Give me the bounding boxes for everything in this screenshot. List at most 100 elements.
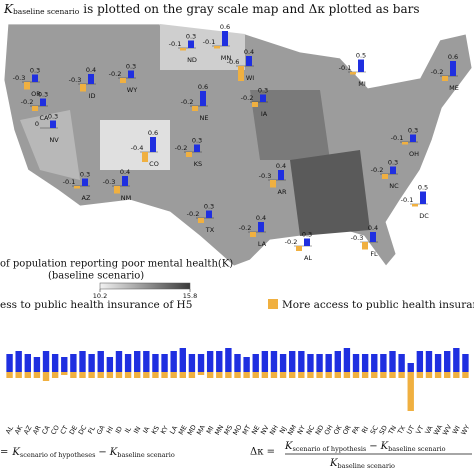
map-bar-label: 0 xyxy=(35,120,39,128)
map-bar xyxy=(114,186,120,194)
bar xyxy=(279,372,287,378)
title-subscript: baseline scenario xyxy=(13,7,80,16)
map-bar xyxy=(246,56,252,66)
bar xyxy=(444,372,451,378)
bar xyxy=(197,372,205,375)
x-tick-label: ME xyxy=(177,424,189,436)
map-bar xyxy=(442,76,448,81)
x-tick-label: NC xyxy=(305,424,317,437)
x-tick-label: MI xyxy=(205,425,216,436)
bar xyxy=(252,354,259,372)
bar xyxy=(380,372,387,378)
map-bar xyxy=(450,61,456,76)
bar xyxy=(316,354,323,372)
map-bar xyxy=(82,178,88,186)
bar xyxy=(134,372,141,378)
formula-part: baseline scenario xyxy=(337,462,395,470)
map-bar xyxy=(24,82,30,90)
map-bar-label: 0.6 xyxy=(148,129,158,137)
bar xyxy=(24,354,31,372)
bar xyxy=(124,354,132,372)
x-tick-label: SD xyxy=(378,424,389,436)
map-bar xyxy=(214,46,220,49)
bar xyxy=(115,372,123,378)
bar xyxy=(261,372,269,378)
bar xyxy=(325,354,332,372)
x-tick-label: MS xyxy=(222,424,234,436)
bar xyxy=(270,351,278,372)
map-bar xyxy=(32,106,38,111)
state-label: LA xyxy=(258,240,267,248)
bar xyxy=(206,372,214,378)
map-bar-label: 0.3 xyxy=(408,127,418,135)
bar xyxy=(444,351,451,372)
map-bar-label: -0.2 xyxy=(109,70,122,78)
map-bar xyxy=(180,48,186,51)
bar xyxy=(51,354,59,372)
map-bar xyxy=(358,59,364,72)
bar xyxy=(197,354,205,372)
bar xyxy=(279,354,287,372)
bar xyxy=(170,372,177,378)
bar xyxy=(252,372,259,378)
bar xyxy=(398,354,405,372)
map-bar-label: 0.3 xyxy=(186,33,196,41)
x-tick-label: KS xyxy=(150,424,161,435)
x-tick-label: PA xyxy=(351,424,362,435)
map-bar-label: 0.4 xyxy=(256,214,266,222)
bar xyxy=(380,354,387,372)
map-region xyxy=(100,120,170,170)
map-bar xyxy=(250,232,256,237)
map-bar-label: 0.3 xyxy=(80,171,90,179)
bar xyxy=(79,372,86,378)
map-bar-label: -0.3 xyxy=(69,76,82,84)
map-bar xyxy=(390,166,396,174)
formula-part: K xyxy=(284,441,293,452)
colorbar-ticks: 10.2 15.8 xyxy=(93,289,197,300)
map-bar xyxy=(252,102,258,107)
bar xyxy=(270,372,278,378)
map-bar xyxy=(74,186,80,189)
map-bar-label: 0.4 xyxy=(244,48,254,56)
x-tick-label: NV xyxy=(259,423,271,436)
bar xyxy=(434,372,442,378)
bar xyxy=(407,363,414,372)
map-bar xyxy=(420,191,426,204)
x-tick-label: GA xyxy=(95,423,107,436)
bar xyxy=(88,372,95,378)
map-bar xyxy=(270,180,276,188)
bar xyxy=(307,354,314,372)
x-tick-label: CA xyxy=(40,424,52,436)
map-bar xyxy=(258,222,264,232)
bar xyxy=(425,372,433,378)
bar xyxy=(453,348,460,372)
map-bar xyxy=(150,137,156,152)
map-bar xyxy=(382,174,388,179)
formula-part: K xyxy=(11,447,20,458)
map-bar xyxy=(186,152,192,157)
x-tick-label: AR xyxy=(31,424,43,436)
formula-part: scenario of hypotheses xyxy=(20,451,96,459)
formula-part: = xyxy=(0,447,8,458)
map-bar-label: 0.3 xyxy=(388,159,398,167)
bar xyxy=(361,372,369,378)
bar xyxy=(416,351,424,372)
bar xyxy=(179,372,186,378)
map-bar-label: -0.2 xyxy=(431,68,444,76)
map-bar-label: -0.4 xyxy=(131,144,144,152)
map-bar xyxy=(198,218,204,223)
state-label: CA xyxy=(40,114,50,122)
map-bar-label: -0.1 xyxy=(63,178,76,186)
map-bar-label: -0.1 xyxy=(391,134,404,142)
map-bar xyxy=(410,134,416,142)
bar xyxy=(234,354,241,372)
state-label: AR xyxy=(278,188,287,196)
formula-denominator: Kbaseline scenario xyxy=(329,458,395,471)
bar xyxy=(225,372,232,378)
x-tick-label: FL xyxy=(86,424,97,435)
x-tick-label: IL xyxy=(123,425,133,434)
map-bar xyxy=(260,94,266,102)
x-tick-label: AZ xyxy=(22,424,34,436)
bar xyxy=(152,354,159,372)
bar xyxy=(462,354,469,372)
